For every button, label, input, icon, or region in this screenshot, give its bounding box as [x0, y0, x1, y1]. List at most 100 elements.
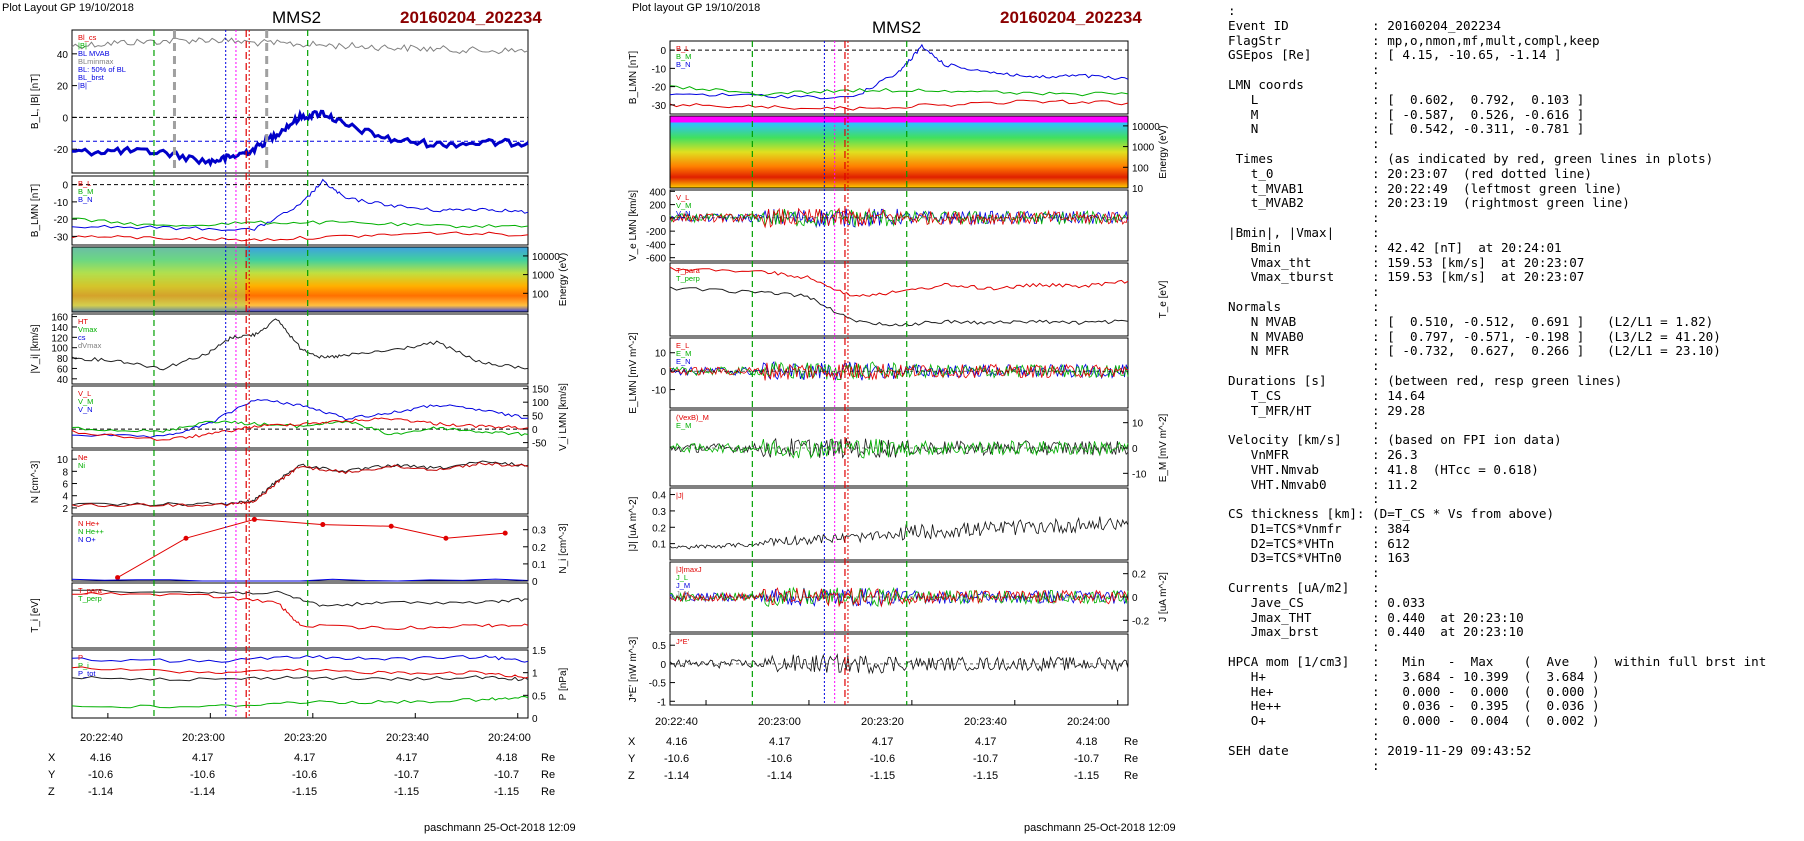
pos-value: 4.17: [769, 736, 791, 748]
pos-unit: Re: [1124, 736, 1139, 748]
summary-line: D1=TCS*Vnmfr : 384: [1250, 520, 1410, 536]
pos-value: -1.15: [292, 786, 318, 798]
y-tick-label: 0.1: [532, 560, 546, 571]
y-tick-label: -30: [652, 101, 667, 112]
summary-line: :: [1372, 284, 1380, 300]
panel-frame: [71, 385, 529, 449]
pos-unit: Re: [541, 769, 556, 781]
series-line: [669, 437, 1129, 459]
series-line: [669, 362, 1129, 381]
data-point: [251, 516, 257, 522]
pos-value: -1.15: [870, 770, 896, 782]
summary-line: M : [ -0.587, 0.526, -0.616 ]: [1250, 106, 1585, 122]
series-line: [669, 85, 1129, 97]
pos-unit: Re: [541, 786, 556, 798]
legend-entry: E_M: [676, 421, 691, 430]
pos-unit: Re: [1124, 753, 1139, 765]
data-point: [115, 575, 121, 581]
y-tick-label: 0.5: [532, 691, 546, 702]
panel-frame: [71, 29, 529, 174]
series-line: [71, 231, 529, 242]
y-tick-label: -20: [54, 215, 69, 226]
summary-line: He+ : 0.000 - 0.000 ( 0.000 ): [1250, 683, 1600, 699]
y-axis-label: J [uA m^-2]: [1158, 572, 1169, 622]
series-line: [669, 266, 1129, 297]
summary-line: |Bmin|, |Vmax| :: [1228, 224, 1380, 240]
y-axis-label: B_LMN [nT]: [628, 51, 639, 105]
right-time-tick: 20:22:40: [655, 716, 698, 728]
pos-label: Y: [628, 753, 636, 765]
pos-value: 4.16: [90, 752, 112, 764]
y-tick-label: 140: [51, 323, 68, 334]
data-point: [183, 535, 189, 541]
y-tick-label: 400: [649, 187, 666, 198]
right-event-id: 20160204_202234: [1000, 8, 1142, 27]
series-line: [71, 460, 529, 507]
summary-line: :: [1372, 728, 1380, 744]
data-point: [388, 523, 394, 529]
data-point: [502, 530, 508, 536]
legend-entry: V_L: [676, 193, 689, 202]
legend-entry: |J|: [676, 491, 684, 500]
y-axis-label: |J| [uA m^-2]: [628, 496, 639, 551]
legend-entry: Bl_cs: [78, 33, 97, 42]
legend-entry: J*E': [676, 637, 690, 646]
pos-value: 4.18: [496, 752, 518, 764]
legend-entry: Vmax: [78, 325, 97, 334]
y-tick-label: -10: [1132, 469, 1147, 480]
summary-line: HPCA mom [1/cm3] : Min - Max ( Ave ) wit…: [1228, 654, 1767, 670]
series-line: [669, 208, 1129, 227]
summary-line: :: [1372, 62, 1380, 78]
left-footer: paschmann 25-Oct-2018 12:09: [424, 822, 576, 834]
pos-value: -10.6: [292, 769, 318, 781]
legend-entry: N He++: [78, 527, 104, 536]
legend-entry: N O+: [78, 535, 96, 544]
series-line: [71, 37, 529, 55]
legend-entry: V_N: [676, 209, 691, 218]
series-line: [669, 99, 1129, 111]
legend-entry: BL MVAB: [78, 49, 110, 58]
legend-entry: HT: [78, 317, 88, 326]
legend-entry: T_para: [78, 586, 103, 595]
pos-value: 4.17: [192, 752, 214, 764]
summary-line: :: [1372, 136, 1380, 152]
legend-entry: J_M: [676, 581, 690, 590]
series-line: [669, 43, 1129, 100]
summary-line: :: [1372, 358, 1380, 374]
right-header: Plot layout GP 19/10/2018: [632, 2, 761, 14]
summary-line: VHT.Nmvab : 41.8 (HTcc = 0.618): [1250, 461, 1539, 477]
summary-line: Currents [uA/m2] :: [1228, 580, 1380, 596]
summary-line: T_MFR/HT : 29.28: [1250, 402, 1426, 418]
y-axis-label: B_LMN [nT]: [30, 184, 41, 238]
legend-entry: B_N: [676, 60, 691, 69]
summary-line: Vmax_tht : 159.53 [km/s] at 20:23:07: [1250, 254, 1585, 270]
legend-entry: T_para: [676, 266, 701, 275]
series-line: [71, 318, 529, 371]
legend-entry: N He+: [78, 519, 100, 528]
pos-label: Z: [628, 770, 635, 782]
legend-entry: |B|: [78, 41, 87, 50]
y-tick-label: 0: [62, 113, 68, 124]
series-line: [71, 398, 529, 439]
y-tick-label: 0.1: [652, 540, 666, 551]
y-tick-label: 0: [532, 577, 538, 588]
y-axis-label: V_e LMN [km/s]: [628, 190, 639, 261]
panel-frame: [669, 337, 1129, 409]
summary-line: D3=TCS*VHTn0 : 163: [1250, 550, 1410, 566]
y-tick-label: -20: [652, 83, 667, 94]
series-line: [71, 675, 529, 682]
summary-line: O+ : 0.000 - 0.004 ( 0.002 ): [1250, 713, 1600, 729]
legend-entry: B_N: [78, 195, 93, 204]
legend-entry: P_tot: [78, 669, 96, 678]
summary-line: :: [1372, 417, 1380, 433]
y-tick-label: 40: [57, 375, 69, 386]
y-tick-label: 8: [62, 467, 68, 478]
pos-unit: Re: [541, 752, 556, 764]
panel-frame: [71, 175, 529, 246]
pos-value: -10.6: [88, 769, 114, 781]
y-axis-label: B_L, |B| [nT]: [30, 74, 41, 129]
y-tick-label: 0: [62, 181, 68, 192]
legend-entry: B_L: [676, 44, 689, 53]
pos-value: -10.6: [767, 753, 793, 765]
panel-frame: [669, 40, 1129, 115]
